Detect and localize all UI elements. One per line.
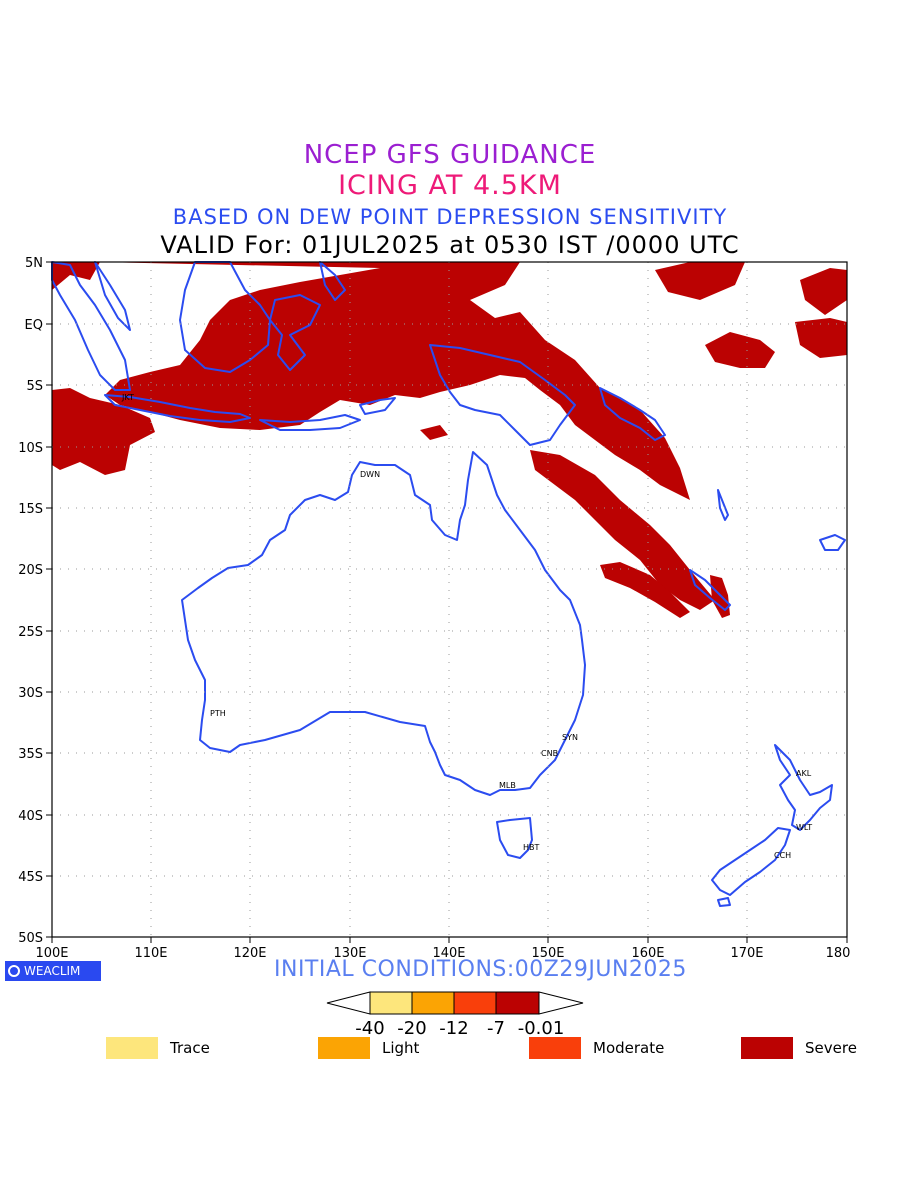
city-label: SYN <box>562 733 578 742</box>
lon-label: 160E <box>631 946 664 961</box>
lat-label: 45S <box>18 870 43 885</box>
legend-swatch <box>741 1037 793 1059</box>
legend-item-severe: Severe <box>741 1037 857 1059</box>
city-label: CNB <box>541 749 558 758</box>
legend-label: Light <box>382 1039 420 1057</box>
copyright-icon <box>8 965 20 977</box>
lon-labels: 100E 110E 120E 130E 140E 150E 160E 170E … <box>35 946 850 961</box>
lat-label: 15S <box>18 502 43 517</box>
solomons-coast <box>599 387 666 441</box>
lat-label: 20S <box>18 563 43 578</box>
lat-label: 10S <box>18 441 43 456</box>
lon-label: 120E <box>233 946 266 961</box>
icing-region-coral <box>530 450 715 610</box>
weaclim-logo: WEACLIM <box>5 961 101 981</box>
vanuatu-coast <box>717 489 729 521</box>
lon-label: 110E <box>134 946 167 961</box>
title-line-2: ICING AT 4.5KM <box>338 170 562 201</box>
lesser-sunda-coast <box>259 414 361 431</box>
timor-coast <box>359 397 396 415</box>
city-label: WLT <box>796 823 812 832</box>
legend-item-trace: Trace <box>106 1037 210 1059</box>
lat-label: 5N <box>25 256 43 271</box>
city-labels: JKT DWN PTH SYN CNB MLB HBT AKL WLT CCH <box>121 393 812 860</box>
icing-region-ne-4 <box>655 262 745 300</box>
city-label: AKL <box>796 769 812 778</box>
legend-label: Severe <box>805 1039 857 1057</box>
nz-stewart-island-coast <box>717 897 731 907</box>
lat-label: EQ <box>25 318 43 333</box>
icing-region-maritime <box>100 262 690 500</box>
severe-icing-regions <box>52 262 847 618</box>
icing-region-blob <box>420 425 448 440</box>
icing-region-west <box>52 388 155 475</box>
lat-label: 40S <box>18 809 43 824</box>
fiji-coast <box>819 534 846 551</box>
nz-south-island-coast <box>711 827 791 896</box>
malay-peninsula-coast <box>94 261 131 331</box>
grid <box>52 262 847 937</box>
city-label: HBT <box>523 843 540 852</box>
tick-marks <box>46 261 848 943</box>
initial-conditions: INITIAL CONDITIONS:00Z29JUN2025 <box>274 957 687 982</box>
lon-label: 130E <box>333 946 366 961</box>
philippines-coast <box>319 261 346 301</box>
legend-swatch <box>529 1037 581 1059</box>
icing-region-ne-1 <box>800 268 847 315</box>
lat-labels: 5N EQ 5S 10S 15S 20S 25S 30S 35S 40S 45S… <box>18 256 43 946</box>
new-guinea-coast <box>429 344 576 446</box>
icing-region-ne-2 <box>795 318 847 358</box>
coastlines <box>51 261 846 907</box>
city-label: MLB <box>499 781 516 790</box>
sumatra-coast <box>51 261 131 391</box>
city-label: PTH <box>210 709 226 718</box>
lon-label: 100E <box>35 946 68 961</box>
city-label: CCH <box>774 851 791 860</box>
icing-region-newcal <box>710 575 730 618</box>
lat-label: 35S <box>18 747 43 762</box>
city-label: DWN <box>360 470 380 479</box>
australia-coast <box>181 451 586 796</box>
lon-label: 150E <box>531 946 564 961</box>
nz-north-island-coast <box>774 744 833 831</box>
borneo-coast <box>179 261 271 373</box>
city-label: JKT <box>121 393 134 402</box>
new-caledonia-coast <box>689 569 731 611</box>
icing-region-coral-south <box>600 562 690 618</box>
legend-swatch <box>106 1037 158 1059</box>
java-coast <box>104 394 251 423</box>
icing-region-ne-3 <box>705 332 775 368</box>
valid-time: VALID For: 01JUL2025 at 0530 IST /0000 U… <box>160 231 740 259</box>
legend-item-moderate: Moderate <box>529 1037 664 1059</box>
title-line-3: BASED ON DEW POINT DEPRESSION SENSITIVIT… <box>172 205 728 229</box>
lon-label: 140E <box>432 946 465 961</box>
lat-label: 30S <box>18 686 43 701</box>
legend-label: Trace <box>170 1039 210 1057</box>
lon-label: 170E <box>730 946 763 961</box>
tasmania-coast <box>496 817 533 859</box>
lat-label: 25S <box>18 625 43 640</box>
legend-label: Moderate <box>593 1039 665 1057</box>
sulawesi-coast <box>269 294 321 371</box>
lat-label: 5S <box>26 379 43 394</box>
title-line-1: NCEP GFS GUIDANCE <box>303 140 597 170</box>
lon-label: 180 <box>826 946 851 961</box>
legend-swatch <box>318 1037 370 1059</box>
lat-label: 50S <box>18 931 43 946</box>
logo-text: WEACLIM <box>24 964 81 978</box>
legend-item-light: Light <box>318 1037 419 1059</box>
